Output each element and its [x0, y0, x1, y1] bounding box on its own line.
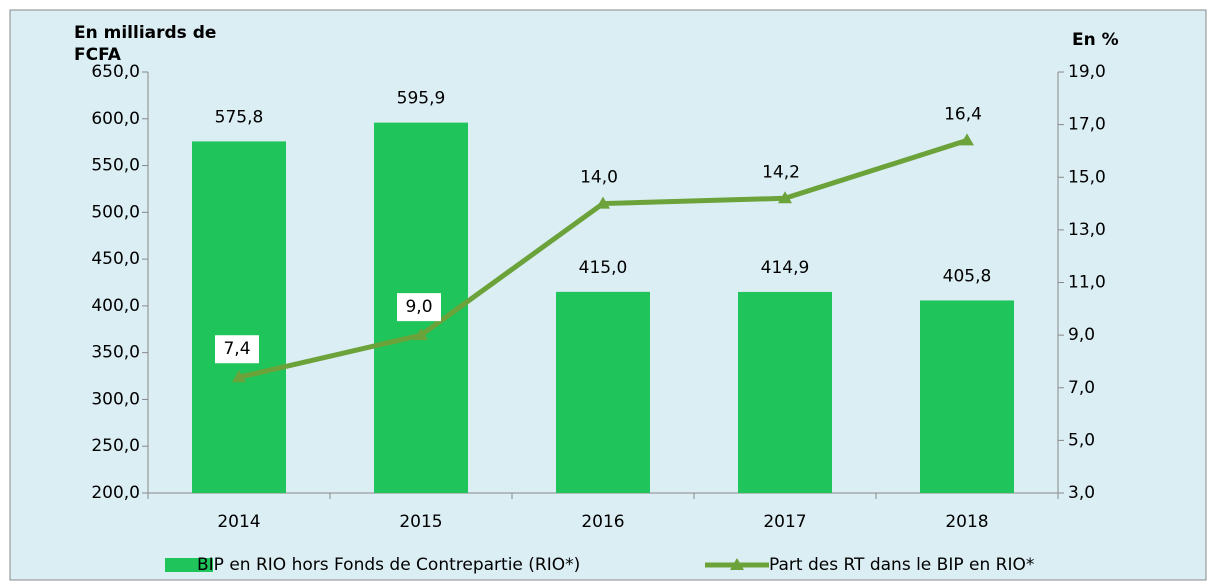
y2-tick-label: 13,0 — [1068, 220, 1106, 240]
line-value-label: 7,4 — [223, 339, 250, 359]
x-tick-label: 2016 — [581, 512, 624, 532]
label-box — [397, 293, 441, 322]
legend-label: BIP en RIO hors Fonds de Contrepartie (R… — [197, 555, 580, 575]
line-value-label: 14,0 — [580, 168, 618, 188]
bar-value-label: 415,0 — [579, 258, 628, 278]
y-tick-label: 300,0 — [91, 389, 140, 409]
x-tick-label: 2018 — [945, 512, 988, 532]
y-tick-label: 350,0 — [91, 343, 140, 363]
bar — [556, 291, 650, 493]
bar-value-label: 595,9 — [397, 89, 446, 109]
line-marker — [960, 133, 974, 146]
line-marker — [596, 196, 610, 209]
bar — [738, 291, 832, 493]
y2-tick-label: 5,0 — [1068, 430, 1095, 450]
bar-value-label: 575,8 — [215, 107, 264, 127]
line-value-label: 14,2 — [762, 162, 800, 182]
line-marker — [232, 370, 246, 383]
y-tick-label: 650,0 — [91, 62, 140, 82]
bar — [192, 141, 286, 494]
line-marker — [778, 191, 792, 204]
line-value-label: 16,4 — [944, 104, 982, 124]
x-tick-label: 2014 — [217, 512, 260, 532]
bar-value-label: 405,8 — [943, 266, 992, 286]
legend-label: Part des RT dans le BIP en RIO* — [769, 555, 1034, 575]
y-tick-label: 250,0 — [91, 436, 140, 456]
line-value-label: 9,0 — [405, 297, 432, 317]
x-tick-label: 2017 — [763, 512, 806, 532]
y2-tick-label: 9,0 — [1068, 325, 1095, 345]
y2-tick-label: 15,0 — [1068, 167, 1106, 187]
y-tick-label: 200,0 — [91, 483, 140, 503]
legend-swatch — [165, 558, 213, 572]
y-tick-label: 450,0 — [91, 249, 140, 269]
y-tick-label: 400,0 — [91, 296, 140, 316]
y2-tick-label: 11,0 — [1068, 273, 1106, 293]
y2-tick-label: 19,0 — [1068, 62, 1106, 82]
legend-marker — [730, 558, 744, 570]
bar-value-label: 414,9 — [761, 258, 810, 278]
label-box — [215, 335, 259, 364]
x-tick-label: 2015 — [399, 512, 442, 532]
y-tick-label: 550,0 — [91, 156, 140, 176]
y-axis-title: En milliards de FCFA — [74, 23, 217, 65]
y2-tick-label: 7,0 — [1068, 378, 1095, 398]
y2-tick-label: 17,0 — [1068, 115, 1106, 135]
line-marker — [414, 328, 428, 341]
y-tick-label: 600,0 — [91, 109, 140, 129]
y-tick-label: 500,0 — [91, 202, 140, 222]
y2-axis-title: En % — [1072, 30, 1119, 50]
bar — [920, 300, 1014, 493]
y2-tick-label: 3,0 — [1068, 483, 1095, 503]
